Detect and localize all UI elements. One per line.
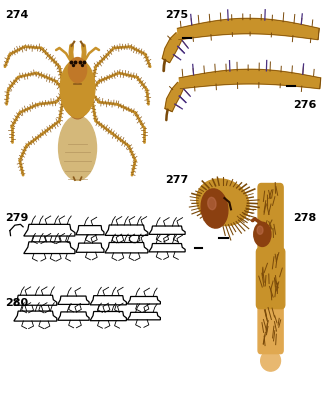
Text: 280: 280 <box>5 298 28 308</box>
Ellipse shape <box>208 197 216 210</box>
FancyBboxPatch shape <box>258 305 283 354</box>
Ellipse shape <box>254 222 271 246</box>
Text: 275: 275 <box>165 10 188 20</box>
Polygon shape <box>179 69 321 89</box>
Ellipse shape <box>59 116 97 180</box>
Polygon shape <box>165 82 183 112</box>
Text: 277: 277 <box>165 175 188 185</box>
Ellipse shape <box>69 58 86 83</box>
Ellipse shape <box>68 90 87 119</box>
Ellipse shape <box>60 59 95 118</box>
Text: 279: 279 <box>5 213 28 223</box>
Ellipse shape <box>201 189 228 228</box>
Polygon shape <box>162 33 182 63</box>
Text: 276: 276 <box>293 100 317 110</box>
Polygon shape <box>178 18 319 40</box>
Ellipse shape <box>261 350 280 371</box>
FancyBboxPatch shape <box>258 183 283 253</box>
FancyBboxPatch shape <box>256 248 285 309</box>
Ellipse shape <box>257 226 263 234</box>
Ellipse shape <box>197 179 249 226</box>
Text: 274: 274 <box>5 10 28 20</box>
Text: 278: 278 <box>294 213 317 223</box>
